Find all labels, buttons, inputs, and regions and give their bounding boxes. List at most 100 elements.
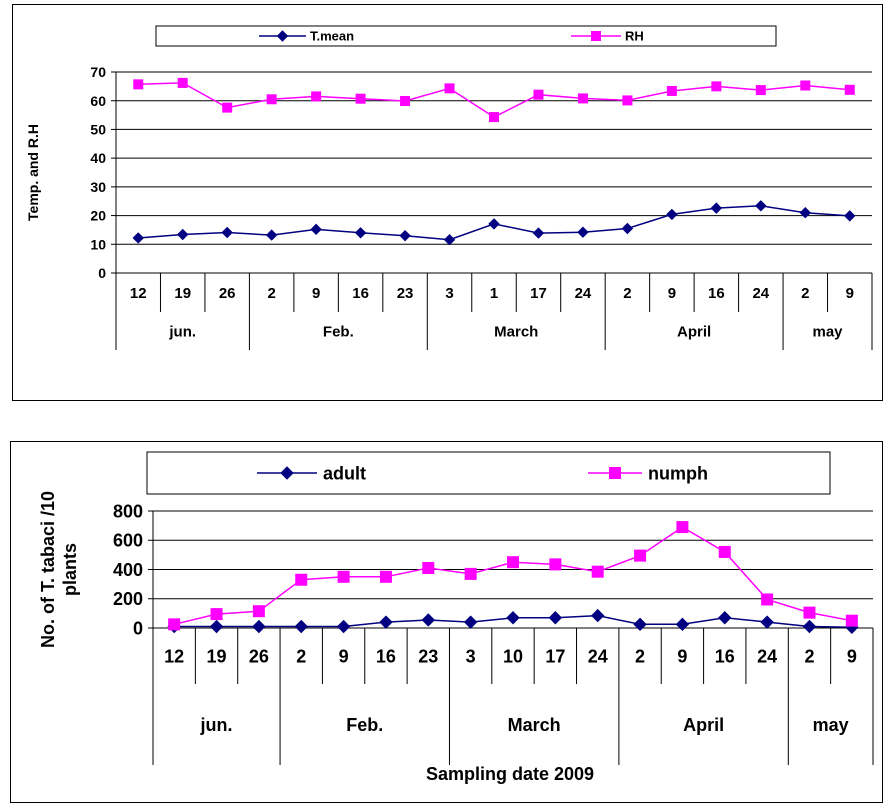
chart1-category-label: 19 — [174, 285, 191, 302]
chart2-y-tick-label: 400 — [113, 560, 143, 580]
chart2-group-label: April — [683, 715, 724, 735]
chart2-y-axis-title-line2: plants — [60, 543, 80, 596]
chart1-point-RH — [711, 81, 722, 92]
chart2-point-adult — [463, 615, 478, 629]
chart1-point-T.mean — [577, 226, 589, 238]
chart1-category-label: 24 — [575, 285, 592, 302]
chart2-point-numph — [549, 558, 562, 571]
chart1-y-tick-label: 70 — [90, 64, 106, 80]
chart1-point-T.mean — [666, 208, 678, 221]
chart2-y-tick-label: 0 — [133, 618, 143, 638]
chart1-category-label: 9 — [312, 285, 320, 302]
chart1-point-RH — [355, 93, 366, 104]
chart2-group-label: may — [813, 715, 849, 735]
chart1-point-RH — [577, 93, 588, 104]
chart2-point-adult — [506, 611, 520, 625]
chart2-category-label: 2 — [804, 646, 814, 666]
chart1-y-tick-label: 50 — [90, 121, 106, 137]
chart1-point-RH — [622, 95, 633, 106]
chart2-point-adult — [209, 619, 224, 634]
chart2-legend-marker-adult — [280, 466, 294, 480]
chart1-category-label: 24 — [752, 285, 769, 302]
chart1-y-tick-label: 30 — [90, 179, 106, 195]
chart1-group-label: jun. — [168, 323, 196, 340]
chart2-point-numph — [803, 606, 816, 619]
chart1-point-RH — [800, 80, 811, 91]
chart1-point-T.mean — [132, 232, 144, 244]
chart1-point-RH — [222, 102, 233, 113]
chart1-category-label: 2 — [801, 285, 809, 302]
chart1-point-RH — [755, 85, 766, 96]
chart1-point-T.mean — [310, 223, 322, 236]
chart-panel-top — [12, 4, 883, 401]
chart2-point-adult — [718, 611, 732, 625]
chart2-point-adult — [294, 619, 308, 634]
chart2-category-label: 2 — [296, 646, 306, 666]
chart1-point-T.mean — [488, 218, 500, 230]
chart1-point-RH — [266, 94, 277, 105]
chart2-y-tick-label: 600 — [113, 531, 143, 551]
chart1-legend-label-T.mean: T.mean — [310, 29, 354, 44]
chart2-point-adult — [590, 608, 605, 623]
chart1-category-label: 3 — [445, 285, 453, 302]
chart1-point-RH — [666, 85, 677, 96]
chart1-point-T.mean — [755, 200, 767, 212]
chart2-category-label: 12 — [164, 646, 184, 666]
chart1-point-T.mean — [621, 222, 634, 235]
chart1-category-label: 2 — [623, 285, 631, 302]
chart2-point-adult — [675, 617, 690, 632]
chart2-point-adult — [548, 611, 563, 625]
chart2-legend-label-numph: numph — [648, 463, 708, 483]
chart2-y-tick-label: 200 — [113, 589, 143, 609]
chart2-point-numph — [168, 618, 181, 631]
chart1-category-label: 2 — [267, 285, 275, 302]
chart2-group-label: March — [508, 715, 561, 735]
chart2-group-label: Feb. — [346, 715, 383, 735]
chart1-point-T.mean — [799, 206, 812, 219]
chart1-category-label: 9 — [668, 285, 676, 302]
chart2-point-numph — [422, 562, 435, 575]
chart1-point-RH — [400, 96, 411, 107]
chart2-category-label: 3 — [466, 646, 476, 666]
chart1-point-RH — [533, 89, 544, 100]
chart2-point-numph — [845, 614, 858, 627]
chart1-y-tick-label: 10 — [90, 236, 106, 252]
chart1-category-label: 26 — [219, 285, 236, 302]
chart1-category-label: 1 — [490, 285, 498, 302]
chart2-category-label: 9 — [339, 646, 349, 666]
chart2-point-numph — [295, 573, 308, 586]
chart1-point-T.mean — [176, 228, 189, 241]
chart1-category-label: 12 — [130, 285, 147, 302]
chart1-point-RH — [177, 77, 188, 88]
chart1-y-tick-label: 60 — [90, 93, 106, 109]
chart2-group-label: jun. — [200, 715, 233, 735]
chart1-point-RH — [311, 91, 322, 102]
chart2-y-axis-title-line1: No. of T. tabaci /10 — [38, 491, 58, 648]
chart1-category-label: 16 — [352, 285, 369, 302]
chart2-category-label: 24 — [588, 646, 608, 666]
chart1-point-T.mean — [532, 227, 545, 239]
chart1-point-T.mean — [354, 227, 367, 239]
chart2-point-numph — [634, 549, 647, 562]
chart1-point-T.mean — [443, 233, 456, 246]
chart2-category-label: 9 — [677, 646, 687, 666]
chart2-y-axis-title: No. of T. tabaci /10 plants — [38, 491, 80, 648]
chart1-group-label: Feb. — [323, 323, 354, 340]
chart1-legend-marker-RH — [591, 31, 601, 41]
chart2-legend-box — [146, 451, 831, 495]
chart1-point-RH — [489, 112, 499, 123]
chart1-point-T.mean — [265, 229, 278, 241]
chart2-series-line-numph — [174, 526, 852, 626]
chart2-point-adult — [802, 619, 817, 634]
chart2-category-label: 26 — [249, 646, 269, 666]
chart1-point-T.mean — [399, 229, 411, 242]
chart1-series-line-RH — [138, 82, 850, 118]
chart2-point-adult — [760, 615, 774, 629]
chart2-category-label: 19 — [207, 646, 227, 666]
chart2-point-adult — [633, 617, 647, 632]
chart2-point-adult — [379, 615, 393, 629]
chart2-point-numph — [379, 570, 392, 583]
chart2-point-numph — [464, 567, 477, 580]
chart2-legend-label-adult: adult — [323, 463, 366, 483]
